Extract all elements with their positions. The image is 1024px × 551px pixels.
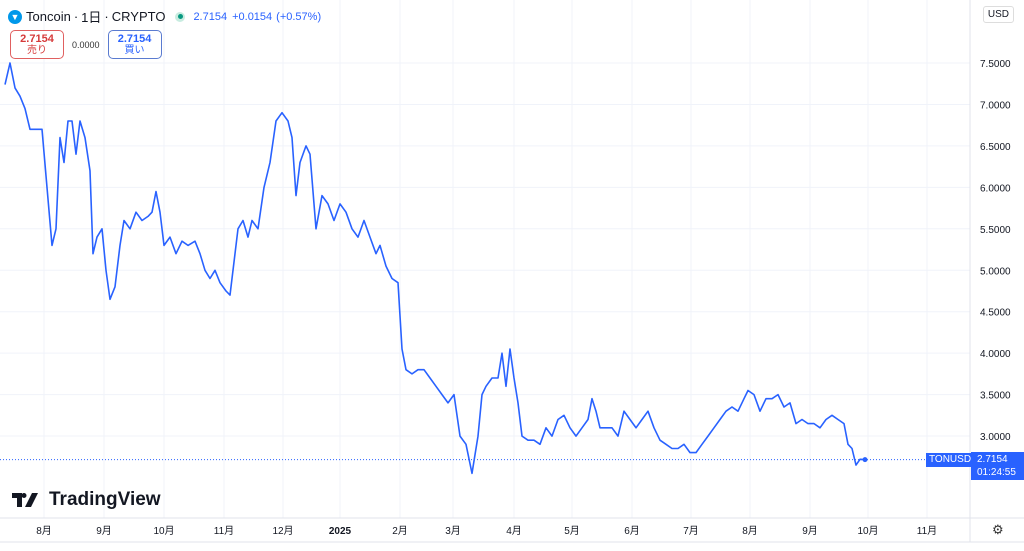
toncoin-logo-icon: ▼ — [8, 9, 22, 24]
price-tick-label: 6.5000 — [980, 142, 1011, 153]
time-tick-label: 10月 — [857, 525, 878, 537]
time-tick-label: 9月 — [96, 525, 112, 537]
time-tick-label: 2025 — [329, 526, 352, 537]
bar-countdown: 01:24:55 — [977, 467, 1016, 478]
exchange: CRYPTO — [111, 9, 166, 24]
price-tick-label: 4.5000 — [980, 308, 1011, 319]
last-price-dot — [862, 457, 868, 463]
sell-label: 売り — [27, 45, 47, 56]
time-tick-label: 11月 — [214, 525, 234, 537]
buy-label: 買い — [124, 45, 145, 56]
price-tick-label: 4.0000 — [980, 349, 1011, 360]
market-open-status-icon — [175, 11, 186, 22]
price-tick-label: 7.5000 — [980, 59, 1011, 70]
tradingview-logo[interactable]: TradingView — [12, 489, 161, 511]
time-tick-label: 9月 — [802, 525, 818, 537]
time-tick-label: 5月 — [564, 525, 580, 537]
settings-gear-icon[interactable]: ⚙ — [992, 522, 1004, 537]
time-tick-label: 10月 — [153, 525, 174, 537]
header-price: 2.7154 — [193, 10, 228, 23]
buy-button[interactable]: 2.7154 買い — [107, 30, 162, 59]
symbol-header: ▼ Toncoin · 1日 · CRYPTO 2.7154 +0.0154 (… — [8, 7, 321, 26]
last-price: 2.7154 — [977, 454, 1008, 465]
sell-button[interactable]: 2.7154 売り — [10, 30, 64, 59]
time-tick-label: 8月 — [36, 525, 52, 537]
price-tick-label: 5.5000 — [980, 225, 1011, 236]
last-price-label: 2.7154 01:24:55 — [971, 452, 1024, 480]
tradingview-logo-icon — [12, 493, 38, 507]
time-tick-label: 3月 — [445, 525, 461, 537]
time-axis[interactable]: 8月 9月 10月 11月 12月 2025 2月 3月 4月 5月 6月 7月 8月 9月 10月 11月 — [36, 525, 937, 537]
time-tick-label: 2月 — [392, 525, 408, 537]
header-change-pct: (+0.57%) — [276, 10, 322, 23]
buy-sell-panel: 2.7154 売り 0.0000 2.7154 買い — [10, 30, 162, 59]
spread: 0.0000 — [72, 39, 100, 50]
time-tick-label: 6月 — [624, 525, 640, 537]
time-tick-label: 4月 — [506, 525, 522, 537]
price-tick-label: 6.0000 — [980, 183, 1011, 194]
time-tick-label: 11月 — [917, 525, 937, 537]
sell-price: 2.7154 — [20, 33, 54, 45]
header-change: +0.0154 — [232, 10, 273, 23]
time-tick-label: 12月 — [272, 525, 293, 537]
brand-name: TradingView — [49, 489, 161, 510]
currency-selector[interactable]: USD — [982, 6, 1014, 23]
price-tick-label: 3.0000 — [980, 432, 1011, 443]
interval[interactable]: 1日 — [81, 10, 102, 25]
time-tick-label: 8月 — [742, 525, 758, 537]
price-axis[interactable]: 7.5000 7.0000 6.5000 6.0000 5.5000 5.0000 4.50… — [980, 59, 1011, 443]
symbol-price-tag: TONUSD — [926, 453, 975, 467]
separator: · — [73, 9, 79, 24]
symbol-name[interactable]: Toncoin — [26, 9, 71, 24]
price-tick-label: 7.0000 — [980, 100, 1011, 111]
price-tick-label: 5.0000 — [980, 266, 1011, 277]
grid — [0, 0, 970, 518]
buy-price: 2.7154 — [117, 33, 152, 45]
price-series-line — [4, 62, 866, 475]
price-tick-label: 3.5000 — [980, 391, 1011, 402]
separator: · — [104, 9, 109, 24]
time-tick-label: 7月 — [683, 525, 699, 537]
